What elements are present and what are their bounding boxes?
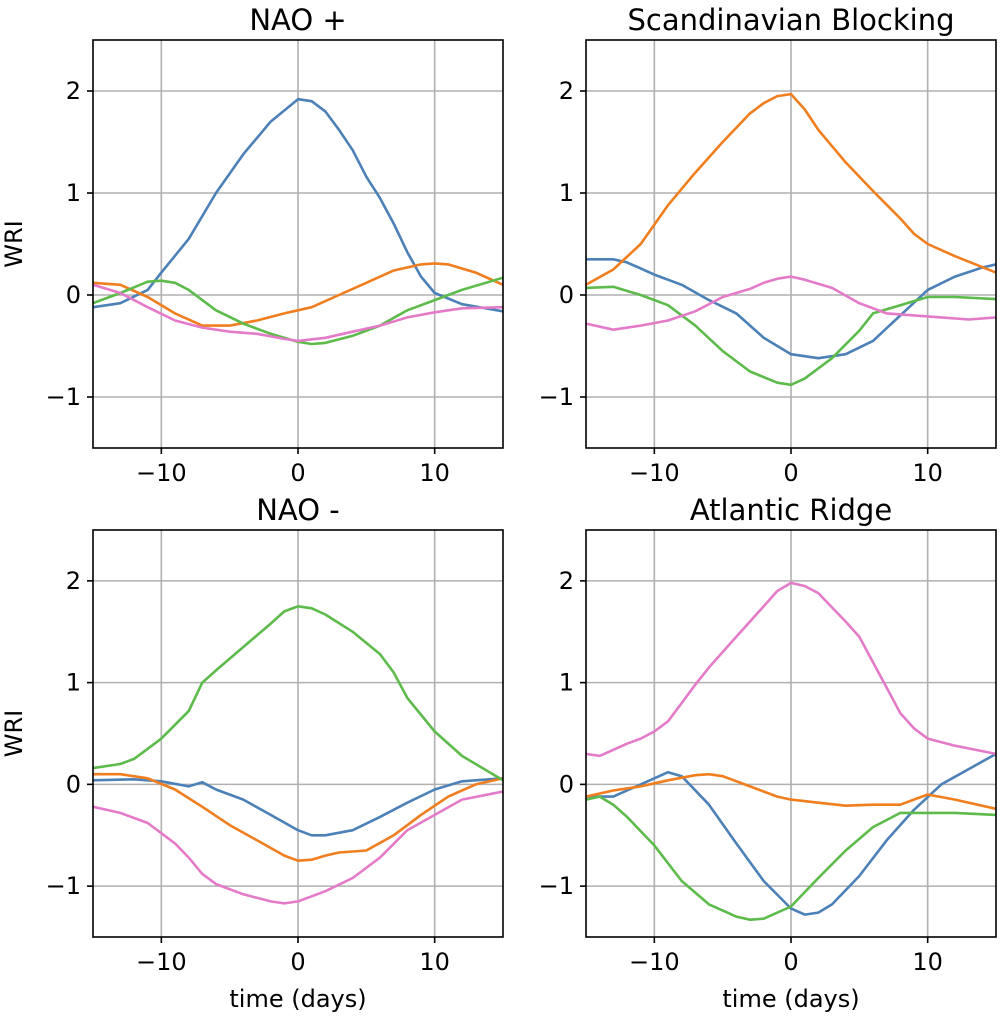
- x-tick-label: 0: [783, 459, 798, 487]
- x-tick-label: 10: [419, 459, 450, 487]
- x-tick-label: −10: [629, 948, 680, 976]
- y-tick-label: −1: [539, 872, 574, 900]
- x-tick-label: 10: [912, 948, 943, 976]
- x-tick-label: −10: [136, 948, 187, 976]
- y-tick-label: 0: [66, 770, 81, 798]
- x-tick-label: 10: [419, 948, 450, 976]
- series-line-4: [93, 283, 503, 343]
- y-tick-label: −1: [46, 383, 81, 411]
- y-tick-label: 2: [559, 567, 574, 595]
- series-line-4: [93, 790, 503, 905]
- series-line-1: [93, 97, 503, 313]
- y-tick-label: 1: [66, 669, 81, 697]
- series-line-2: [586, 92, 996, 287]
- y-axis-label: WRI: [0, 220, 28, 267]
- series-line-3: [93, 605, 503, 782]
- series-line-1: [93, 777, 503, 837]
- y-tick-label: 1: [559, 179, 574, 207]
- x-axis-label: time (days): [229, 985, 366, 1013]
- y-tick-label: 1: [66, 179, 81, 207]
- series-line-2: [586, 772, 996, 811]
- x-tick-label: −10: [136, 459, 187, 487]
- series-line-4: [586, 581, 996, 758]
- y-tick-label: 1: [559, 669, 574, 697]
- chart-title: NAO -: [256, 493, 340, 527]
- x-tick-label: 0: [290, 948, 305, 976]
- series-line-3: [586, 285, 996, 387]
- y-tick-label: −1: [539, 383, 574, 411]
- series-line-1: [586, 752, 996, 916]
- series-line-4: [586, 275, 996, 331]
- y-tick-label: 2: [66, 567, 81, 595]
- y-tick-label: 0: [559, 770, 574, 798]
- series-line-2: [93, 262, 503, 327]
- series-line-3: [586, 795, 996, 921]
- chart-title: Scandinavian Blocking: [628, 3, 955, 37]
- chart-title: Atlantic Ridge: [690, 493, 892, 527]
- chart-title: NAO +: [249, 3, 346, 37]
- x-tick-label: 10: [912, 459, 943, 487]
- x-tick-label: 0: [783, 948, 798, 976]
- x-tick-label: −10: [629, 459, 680, 487]
- y-tick-label: 0: [559, 281, 574, 309]
- y-tick-label: 2: [559, 77, 574, 105]
- y-tick-label: 0: [66, 281, 81, 309]
- x-axis-label: time (days): [722, 985, 859, 1013]
- x-tick-label: 0: [290, 459, 305, 487]
- y-axis-label: WRI: [0, 710, 28, 757]
- y-tick-label: 2: [66, 77, 81, 105]
- y-tick-label: −1: [46, 872, 81, 900]
- series-line-2: [93, 772, 503, 862]
- series-line-1: [586, 258, 996, 360]
